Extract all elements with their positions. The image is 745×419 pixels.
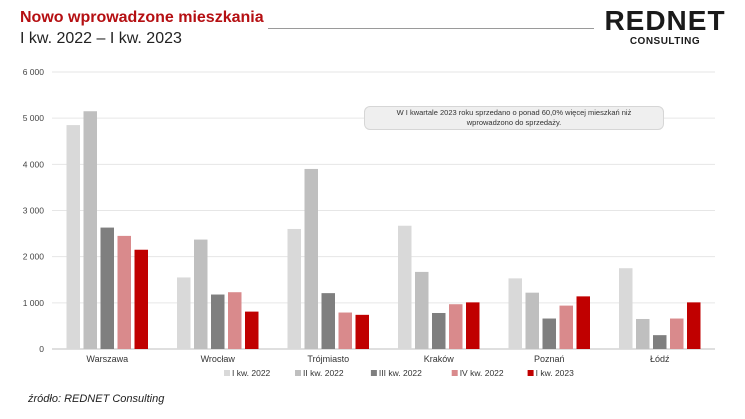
bar (134, 249, 148, 349)
bar (466, 302, 480, 349)
y-tick-label: 1 000 (23, 298, 45, 308)
bar (636, 318, 650, 349)
legend-label: II kw. 2022 (303, 368, 344, 378)
bar (211, 294, 225, 349)
header-divider (268, 28, 594, 29)
legend-swatch (295, 370, 301, 376)
bar (245, 311, 259, 349)
bar (415, 271, 429, 349)
x-tick-label: Wrocław (201, 354, 236, 364)
y-tick-label: 5 000 (23, 113, 45, 123)
legend-label: I kw. 2023 (536, 368, 575, 378)
rednet-logo: REDNET CONSULTING (604, 5, 726, 48)
legend-swatch (527, 370, 534, 376)
bar (338, 312, 352, 349)
y-tick-label: 3 000 (23, 206, 45, 216)
bar (304, 168, 318, 349)
legend-label: IV kw. 2022 (460, 368, 504, 378)
y-tick-label: 0 (39, 344, 44, 354)
bar (432, 312, 446, 349)
legend-label: III kw. 2022 (379, 368, 422, 378)
logo-sub-text: CONSULTING (629, 36, 701, 47)
bar (194, 239, 208, 349)
bar (508, 278, 522, 349)
x-tick-label: Kraków (424, 354, 455, 364)
y-tick-label: 6 000 (23, 67, 45, 77)
bar (449, 304, 463, 349)
annotation-box: W I kwartale 2023 roku sprzedano o ponad… (364, 106, 664, 130)
bar (398, 225, 412, 349)
y-tick-label: 4 000 (23, 159, 45, 169)
x-tick-label: Trójmiasto (307, 354, 349, 364)
x-tick-label: Warszawa (86, 354, 128, 364)
bar (559, 305, 573, 349)
y-tick-label: 2 000 (23, 252, 45, 262)
bar (177, 277, 191, 349)
bar (619, 268, 633, 349)
source-note: źródło: REDNET Consulting (28, 393, 165, 405)
legend-swatch (370, 370, 377, 376)
x-tick-label: Poznań (534, 354, 565, 364)
bar (66, 125, 80, 349)
bar (117, 235, 131, 349)
bar (653, 335, 667, 349)
bar (576, 296, 590, 349)
bar (100, 227, 114, 349)
bar (687, 302, 701, 349)
bar (542, 318, 556, 349)
chart-subtitle: I kw. 2022 – I kw. 2023 (20, 30, 182, 47)
legend-swatch (224, 370, 230, 376)
annotation-text: W I kwartale 2023 roku sprzedano o ponad… (396, 108, 632, 127)
bar (321, 293, 335, 349)
x-tick-label: Łódź (650, 354, 670, 364)
legend-swatch (451, 370, 458, 376)
bar (287, 228, 301, 349)
legend-label: I kw. 2022 (232, 368, 271, 378)
bar (355, 314, 369, 349)
chart-title: Nowo wprowadzone mieszkania (20, 9, 264, 26)
bar (525, 292, 539, 349)
bar (83, 111, 97, 349)
bar (670, 318, 684, 349)
bar (228, 292, 242, 349)
logo-main-text: REDNET (604, 5, 726, 36)
